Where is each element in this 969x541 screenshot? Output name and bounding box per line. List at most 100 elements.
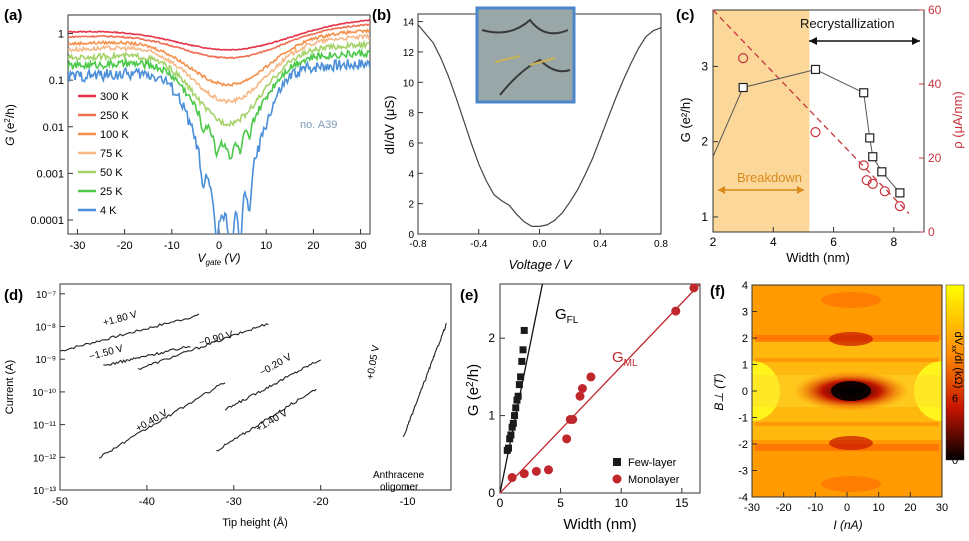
b-xtick-label: -0.8: [409, 239, 427, 250]
e-xtick-label: 15: [675, 496, 689, 510]
few-layer-point: [519, 346, 527, 354]
d-annotation: −0.20 V: [258, 352, 294, 379]
a-xtick-label: 20: [307, 240, 319, 252]
panel-f-ylabel: B⊥ (T): [712, 373, 726, 410]
c-ytick2-label: 20: [928, 151, 942, 165]
c-ytick-label: 3: [701, 59, 708, 73]
f-ytick-label: -1: [738, 413, 748, 425]
d-xtick-label: -50: [52, 496, 68, 508]
few-layer-point: [515, 381, 523, 389]
panel-d-label: (d): [4, 287, 23, 304]
panel-a-xlabel: Vgate (V): [198, 251, 241, 267]
d-annotation: −0.90 V: [198, 329, 235, 349]
f-ytick-label: 2: [742, 333, 748, 345]
rho-point: [738, 52, 749, 64]
panel-e-ylabel: G (e2/h): [465, 364, 482, 416]
d-series-line: [216, 388, 317, 452]
legend-marker-few-layer: [613, 458, 621, 466]
rho-point: [858, 160, 869, 171]
e-xtick-label: 10: [615, 496, 629, 510]
f-xtick-label: 30: [936, 502, 948, 514]
monolayer-point: [562, 434, 572, 444]
colorbar-ticks: 06: [952, 393, 958, 467]
d-annotation: oligomer: [380, 482, 419, 493]
panel-a-axes: -30 -20 -10 0 10 20 30 1 0.1 0.01 0.001 0.0001: [30, 29, 366, 252]
b-xtick-label: 0.0: [533, 239, 547, 250]
recrystallization-label: Recrystallization: [800, 16, 895, 31]
d-ytick-label: 10⁻¹⁰: [32, 388, 56, 399]
monolayer-point: [568, 414, 578, 424]
d-xtick-label: -20: [313, 496, 329, 508]
f-xtick-label: 0: [844, 502, 850, 514]
panel-c-series: [712, 9, 910, 214]
a-series-50K: [68, 39, 370, 128]
f-ytick-label: 0: [742, 386, 748, 398]
panel-b-xlabel: Voltage / V: [508, 257, 572, 272]
d-annotation: −1.50 V: [88, 343, 125, 363]
d-annotation: +1.40 V: [254, 408, 290, 435]
e-xtick-label: 0: [497, 496, 504, 510]
g-point: [865, 133, 875, 143]
legend-monolayer: Monolayer: [628, 474, 680, 486]
d-ytick-label: 10⁻⁸: [35, 323, 56, 334]
a-ytick-label: 0.1: [49, 75, 64, 87]
legend-few-layer: Few-layer: [628, 457, 677, 469]
panel-d-ylabel: Current (A): [4, 360, 16, 414]
d-series-line: [402, 323, 447, 438]
c-ytick-label: 2: [701, 135, 708, 149]
d-xtick-label: -40: [139, 496, 155, 508]
b-ytick-label: 4: [408, 169, 414, 180]
d-series-line: [59, 313, 200, 352]
a-legend-label: 4 K: [100, 205, 117, 217]
a-xtick-label: 0: [216, 240, 222, 252]
rho-point: [861, 175, 872, 186]
panel-d-frame: [59, 283, 452, 491]
f-xtick-label: -10: [807, 502, 823, 514]
d-annotation: +0.40 V: [134, 408, 170, 435]
b-xtick-label: 0.4: [593, 239, 607, 250]
g-point: [868, 152, 878, 162]
f-xtick-label: 10: [873, 502, 885, 514]
a-ytick-label: 0.001: [36, 168, 64, 180]
d-series-line: [98, 382, 226, 459]
a-series-100K: [68, 28, 370, 87]
g-point: [810, 64, 821, 75]
monolayer-point: [575, 391, 585, 401]
a-xtick-label: -30: [69, 240, 85, 252]
panel-a-annotation: no. A39: [300, 119, 337, 131]
panel-e-frame: [499, 283, 701, 494]
monolayer-point: [531, 466, 541, 476]
rho-point: [879, 186, 890, 197]
d-ytick-label: 10⁻¹²: [33, 453, 57, 464]
rho-point: [894, 201, 905, 212]
few-layer-point: [507, 431, 515, 439]
heatmap: [752, 285, 942, 497]
a-series-250K: [68, 23, 370, 60]
c-ytick2-label: 40: [928, 77, 942, 91]
b-ytick-label: 10: [403, 78, 415, 89]
fit-line-fl: [499, 283, 544, 494]
panel-b-ylabel: dI/dV (μS): [382, 96, 397, 155]
fit-label-ml: GML: [612, 349, 638, 369]
b-ytick-label: 6: [408, 139, 414, 150]
monolayer-point: [671, 306, 681, 316]
fit-label-fl: GFL: [555, 306, 579, 326]
panel-d: (d) -50 -40 -30 -20 -10 10⁻⁷ 10⁻⁸ 10⁻⁹ 10⁻¹⁰ 10⁻¹…: [4, 283, 452, 529]
a-xtick-label: 10: [260, 240, 272, 252]
b-xtick-label: 0.8: [654, 239, 668, 250]
b-ytick-label: 2: [408, 200, 414, 211]
monolayer-point: [577, 384, 587, 393]
d-series-line: [137, 323, 269, 371]
f-ytick-label: 3: [742, 307, 748, 319]
a-ytick-label: 0.01: [43, 122, 64, 134]
a-legend-label: 75 K: [100, 148, 123, 160]
few-layer-point: [512, 404, 520, 412]
g-point: [895, 188, 905, 198]
panel-b-axes: -0.8 -0.4 0.0 0.4 0.8 0 2 4 6 8 10 12 14: [403, 18, 669, 250]
f-ytick-label: 4: [742, 280, 748, 292]
a-legend-label: 300 K: [100, 91, 129, 103]
